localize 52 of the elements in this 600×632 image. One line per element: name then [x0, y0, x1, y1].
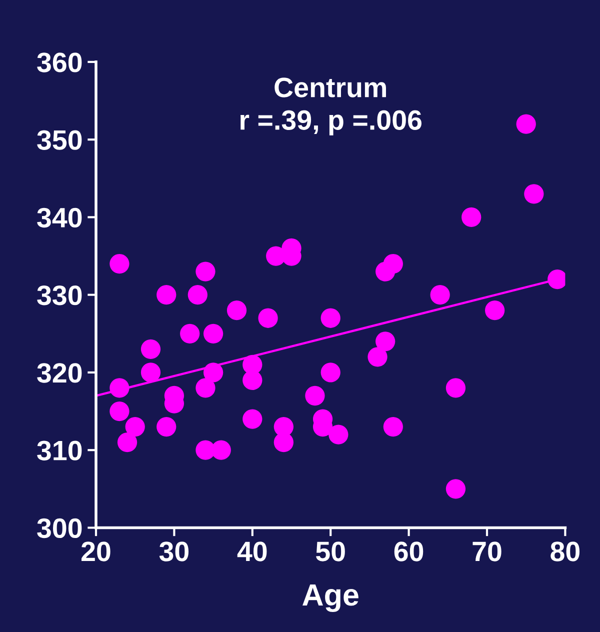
chart-title: Centrum: [274, 78, 386, 98]
point: [258, 308, 278, 328]
y-tick-label: 300: [37, 518, 82, 538]
y-tick-label: 350: [37, 130, 82, 150]
y-tick-label: 340: [37, 208, 82, 228]
point: [196, 262, 216, 282]
point: [211, 440, 231, 460]
point: [140, 362, 161, 382]
point: [140, 339, 161, 359]
y-tick-label: 360: [37, 52, 82, 72]
point: [196, 378, 216, 398]
point: [446, 479, 466, 499]
point: [320, 308, 340, 328]
point: [383, 254, 403, 274]
point: [320, 362, 340, 382]
point: [446, 378, 466, 398]
point: [242, 409, 262, 429]
text: r =.39, p =.006: [240, 110, 422, 136]
x-tick-label: 40: [237, 542, 267, 562]
y-tick-label: 330: [37, 285, 82, 306]
point: [110, 378, 130, 398]
point: [188, 285, 208, 305]
point: [274, 432, 294, 452]
point: [203, 324, 224, 344]
point: [368, 347, 388, 367]
y-tick-label: 320: [37, 363, 82, 383]
x-axis-title: Age: [302, 584, 358, 612]
x-tick-label: 70: [472, 542, 502, 562]
point: [516, 114, 536, 134]
point: [328, 424, 348, 444]
point: [462, 207, 482, 228]
point: [203, 362, 224, 382]
point: [125, 416, 145, 437]
point: [110, 254, 130, 274]
x-tick-label: 30: [159, 542, 189, 562]
x-tick-label: 20: [82, 542, 110, 562]
point: [180, 324, 200, 344]
point: [110, 401, 130, 422]
x-tick-label: 50: [316, 542, 345, 562]
point: [383, 416, 403, 437]
point: [305, 386, 325, 406]
point: [485, 300, 505, 320]
point: [524, 184, 544, 204]
point: [156, 285, 176, 305]
point: [430, 285, 450, 305]
y-tick-label: 310: [37, 440, 82, 460]
point: [226, 300, 247, 320]
point: [117, 432, 138, 452]
x-tick-label: 60: [394, 542, 424, 562]
point: [376, 332, 396, 352]
x-tick-label: 80: [550, 542, 580, 562]
point: [156, 416, 176, 437]
